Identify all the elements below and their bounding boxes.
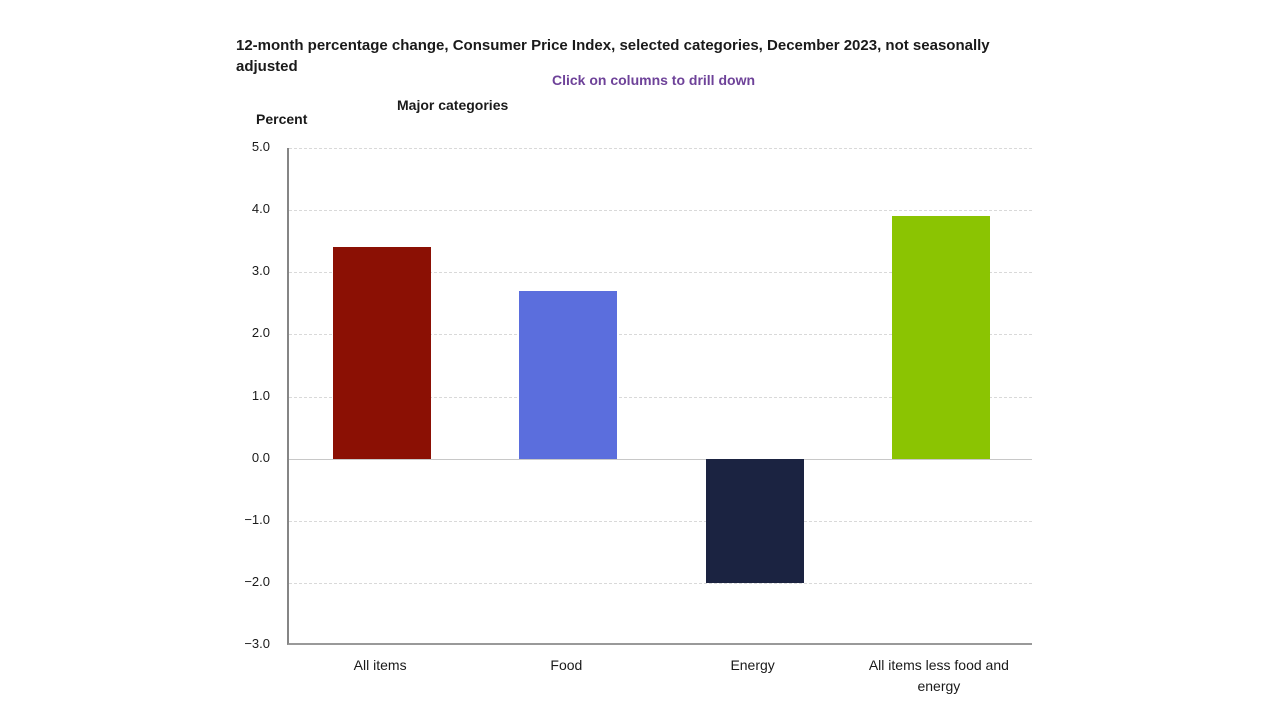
y-tick-label: 4.0 xyxy=(251,201,270,217)
group-label: Major categories xyxy=(397,97,509,113)
y-tick-label: 2.0 xyxy=(251,325,270,341)
bar-food[interactable] xyxy=(519,290,618,459)
y-tick-label: 0.0 xyxy=(251,449,270,465)
y-tick-label: −1.0 xyxy=(244,511,270,527)
y-tick-label: −2.0 xyxy=(244,573,270,589)
gridline xyxy=(289,148,1032,149)
gridline xyxy=(289,210,1032,212)
x-tick-label-energy: Energy xyxy=(730,657,775,673)
bar-all-items-less-food-and-energy[interactable] xyxy=(891,216,990,459)
y-tick-label: −3.0 xyxy=(244,636,270,651)
plot-area xyxy=(287,148,1032,645)
y-axis-title: Percent xyxy=(256,111,308,127)
bar-all-items[interactable] xyxy=(333,247,432,459)
gridline xyxy=(289,272,1032,274)
gridline xyxy=(289,334,1032,336)
y-tick-label: 5.0 xyxy=(251,139,270,154)
gridline xyxy=(289,520,1032,522)
gridline xyxy=(289,582,1032,584)
y-tick-label: 1.0 xyxy=(251,387,270,403)
gridline xyxy=(289,396,1032,398)
x-tick-label-all-items-less-food-and-energy: All items less food and energy xyxy=(868,657,1009,694)
drilldown-hint: Click on columns to drill down xyxy=(552,72,756,88)
x-tick-label-all-items: All items xyxy=(353,657,407,673)
x-tick-label-food: Food xyxy=(550,657,583,673)
bar-energy[interactable] xyxy=(705,458,804,583)
chart-title: 12-month percentage change, Consumer Pri… xyxy=(236,37,990,75)
zero-gridline xyxy=(289,458,1032,460)
y-tick-label: 3.0 xyxy=(251,263,270,279)
